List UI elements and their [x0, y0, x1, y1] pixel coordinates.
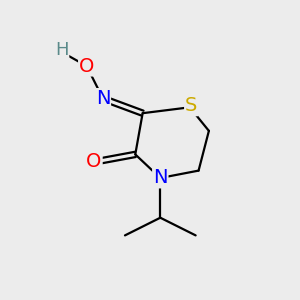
Text: H: H — [55, 41, 68, 59]
Text: N: N — [153, 169, 168, 188]
Text: S: S — [185, 96, 197, 115]
Text: O: O — [86, 152, 102, 171]
Text: O: O — [79, 57, 94, 76]
Text: N: N — [96, 89, 110, 108]
